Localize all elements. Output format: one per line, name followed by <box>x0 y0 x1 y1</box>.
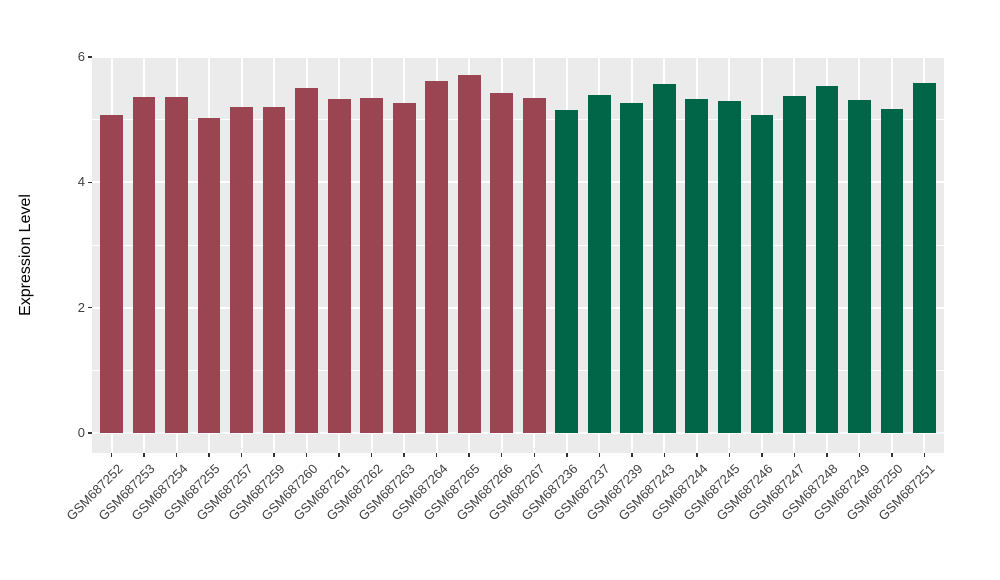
y-gridline-major <box>92 432 944 434</box>
x-tick-mark <box>175 453 178 457</box>
bar-GSM687239 <box>620 103 644 433</box>
x-tick-mark <box>566 453 568 457</box>
bar-GSM687244 <box>685 98 709 433</box>
bar-GSM687260 <box>295 88 318 433</box>
bar-GSM687262 <box>360 97 384 433</box>
x-tick-mark <box>761 453 763 457</box>
bar-GSM687254 <box>165 97 188 433</box>
x-tick-mark <box>435 453 438 457</box>
bar-GSM687245 <box>717 101 741 433</box>
x-tick-mark <box>826 453 828 457</box>
bar-GSM687266 <box>490 92 514 433</box>
x-tick-mark <box>793 453 796 457</box>
bar-GSM687261 <box>327 98 351 433</box>
bar-GSM687257 <box>230 106 253 433</box>
bar-GSM687253 <box>132 97 156 433</box>
x-tick-mark <box>500 453 503 457</box>
x-tick-mark <box>923 453 926 457</box>
bar-GSM687247 <box>783 96 806 433</box>
y-tick-mark <box>88 432 92 434</box>
x-tick-mark <box>273 453 275 457</box>
x-tick-mark <box>143 453 145 457</box>
bar-GSM687265 <box>457 75 481 433</box>
y-tick-label: 6 <box>77 49 85 64</box>
x-tick-mark <box>110 453 113 457</box>
bar-GSM687237 <box>587 94 611 433</box>
bar-GSM687243 <box>652 83 676 433</box>
y-tick-label: 2 <box>77 299 85 315</box>
bar-GSM687263 <box>392 102 416 433</box>
x-tick-mark <box>631 453 633 457</box>
x-tick-mark <box>891 453 893 457</box>
y-gridline-minor <box>92 119 944 121</box>
x-tick-mark <box>338 453 340 457</box>
x-tick-mark <box>728 453 731 457</box>
plot-panel <box>92 57 944 453</box>
y-gridline-minor <box>92 244 944 246</box>
x-tick-mark <box>370 453 373 457</box>
bar-GSM687246 <box>750 115 774 433</box>
x-tick-mark <box>403 453 405 457</box>
x-tick-mark <box>305 453 308 457</box>
x-tick-mark <box>208 453 210 457</box>
x-tick-mark <box>240 453 243 457</box>
bar-GSM687250 <box>880 109 904 433</box>
y-gridline-major <box>92 57 944 58</box>
y-axis-title-text: Expression Level <box>17 194 34 316</box>
x-tick-mark <box>696 453 698 457</box>
bar-GSM687264 <box>425 80 449 433</box>
bar-GSM687267 <box>522 97 546 433</box>
x-tick-mark <box>598 453 601 457</box>
bar-GSM687248 <box>815 86 839 433</box>
y-gridline-major <box>92 181 944 184</box>
y-tick-mark <box>88 181 92 184</box>
bar-GSM687252 <box>100 115 123 433</box>
y-tick-label: 4 <box>77 174 85 190</box>
bar-GSM687255 <box>197 117 221 433</box>
y-tick-mark <box>88 56 92 58</box>
y-tick-label: 0 <box>77 425 85 440</box>
bar-GSM687251 <box>913 82 936 433</box>
bar-GSM687249 <box>848 100 871 433</box>
x-tick-mark <box>858 453 861 457</box>
y-gridline-minor <box>92 369 944 371</box>
bar-GSM687259 <box>262 106 286 433</box>
x-tick-mark <box>533 453 535 457</box>
y-gridline-major <box>92 306 944 309</box>
x-tick-mark <box>468 453 470 457</box>
x-tick-mark <box>663 453 666 457</box>
bar-GSM687236 <box>555 109 579 433</box>
y-tick-mark <box>88 306 92 309</box>
